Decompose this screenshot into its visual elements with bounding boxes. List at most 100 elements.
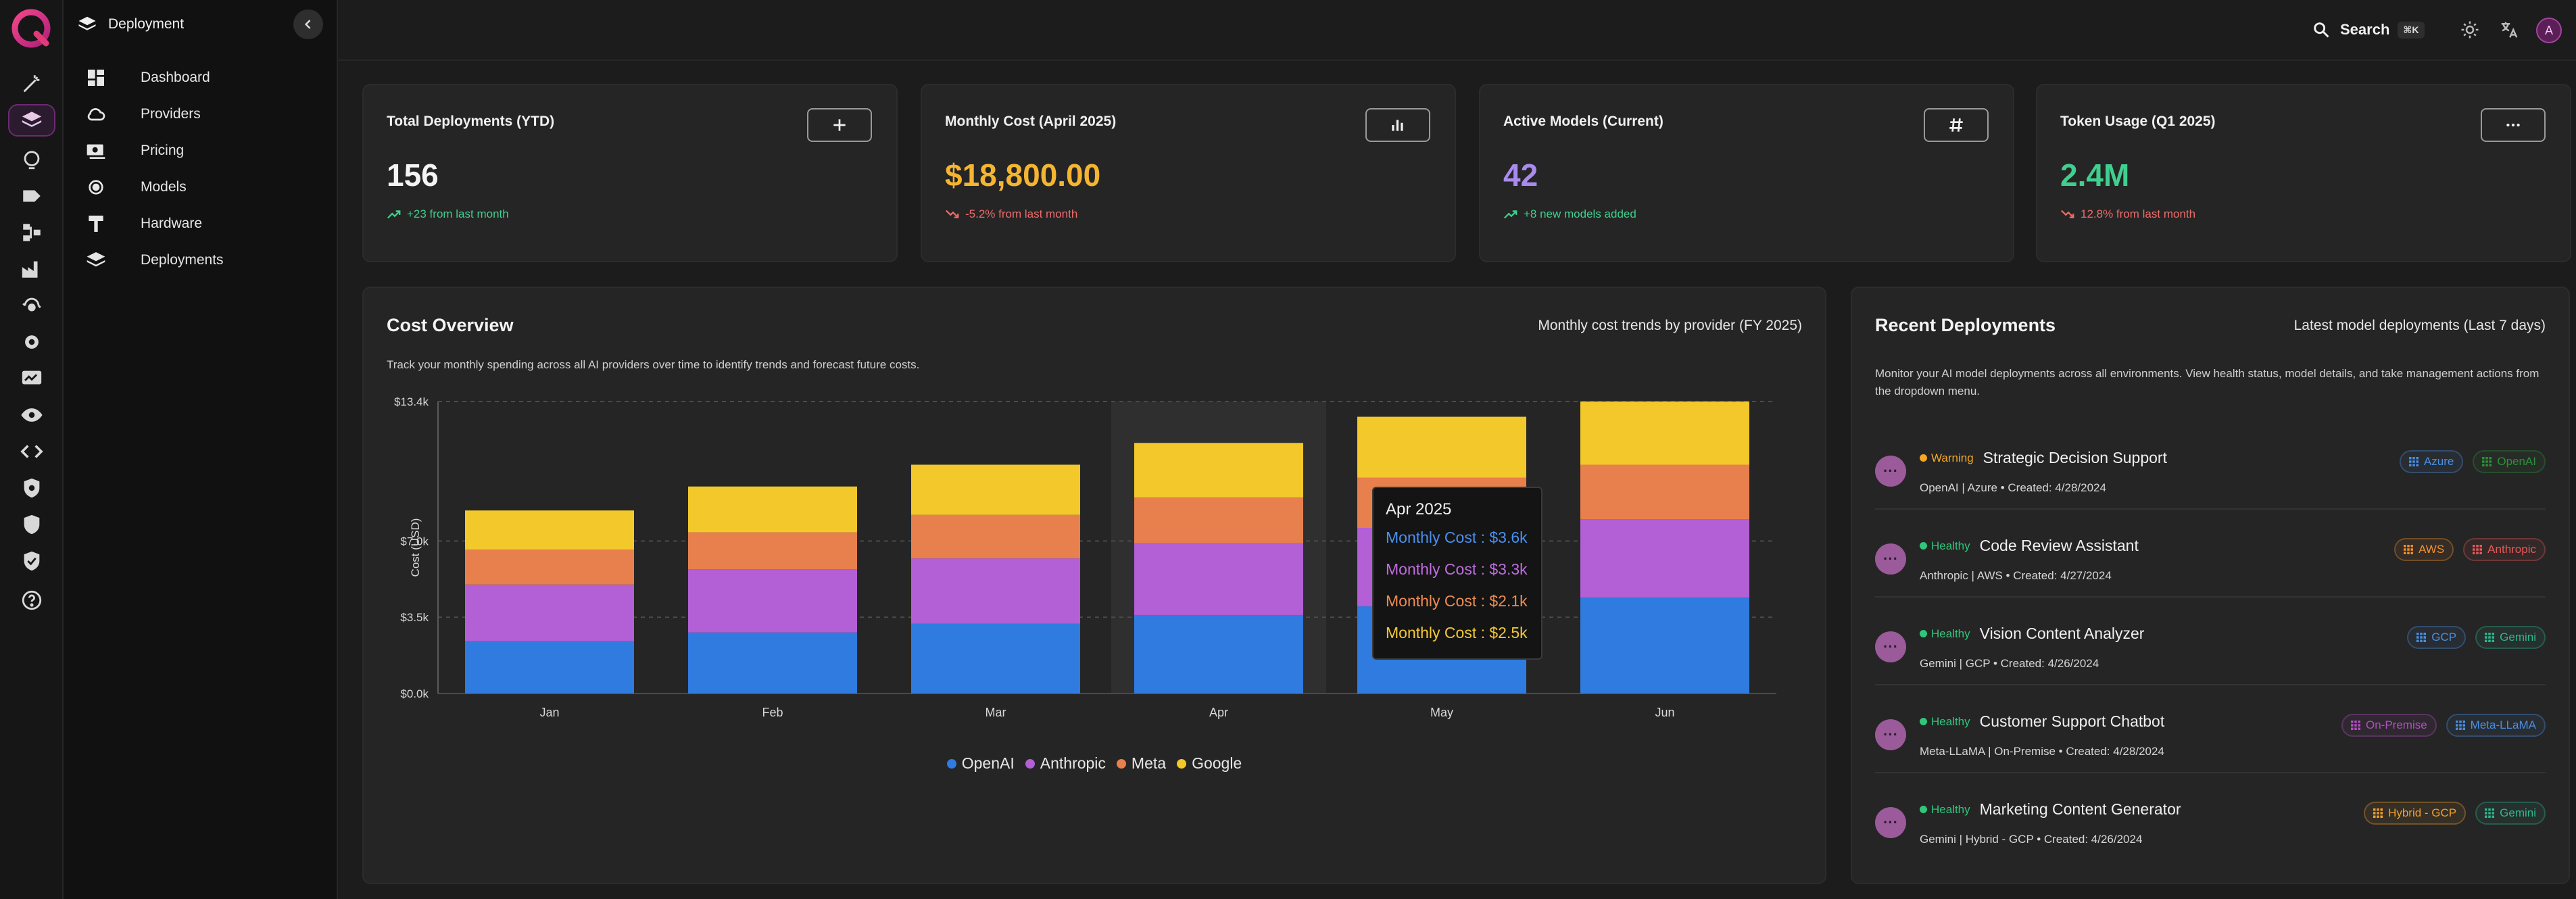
actions-menu-button[interactable]: ··· <box>1875 807 1906 838</box>
stat-value: 156 <box>387 157 439 193</box>
cost-chart-button[interactable] <box>1365 108 1430 142</box>
legend-item-anthropic[interactable]: Anthropic <box>1025 754 1106 773</box>
deployment-row[interactable]: ··· Healthy Marketing Content Generator Gem… <box>1875 773 2546 861</box>
bar-openai-apr <box>1134 614 1303 694</box>
actions-menu-button[interactable]: ··· <box>1875 543 1906 575</box>
legend-dot <box>1177 758 1187 769</box>
deployment-tags: On-Premise Meta-LLaMA <box>2332 714 2546 737</box>
trend-down-icon <box>946 210 959 218</box>
token-more-button[interactable] <box>2481 108 2546 142</box>
stat-change-text: -5.2% from last month <box>965 208 1078 220</box>
search-button[interactable]: Search ⌘K <box>2312 16 2425 43</box>
y-tick-label: $0.0k <box>400 687 429 700</box>
search-icon <box>2314 22 2329 38</box>
bar-google-mar <box>911 464 1080 515</box>
more-icon <box>2506 123 2520 127</box>
actions-menu-button[interactable]: ··· <box>1875 456 1906 487</box>
grid-icon <box>2485 808 2495 818</box>
deployment-title-line: Healthy Marketing Content Generator <box>1920 800 2181 819</box>
deployment-row[interactable]: ··· Healthy Customer Support Chatbot Meta-L… <box>1875 685 2546 773</box>
legend-dot <box>1025 758 1035 769</box>
shield-gear-icon[interactable] <box>18 475 45 502</box>
sidebar-header: Deployment <box>77 7 323 42</box>
stat-card-active-models: Active Models (Current) 42 +8 new models… <box>1479 84 2014 262</box>
status-badge: Warning <box>1931 451 1974 464</box>
models-icon[interactable] <box>18 292 45 319</box>
tag-label: Hybrid - GCP <box>2388 806 2457 819</box>
deployment-row[interactable]: ··· Warning Strategic Decision Support Open… <box>1875 422 2546 510</box>
app-logo-icon[interactable] <box>9 7 53 50</box>
chart-legend: OpenAI Anthropic Meta Google <box>364 754 1825 773</box>
tag-icon[interactable] <box>18 183 45 210</box>
more-icon: ··· <box>1883 550 1898 567</box>
sidebar-item-hardware[interactable]: Hardware <box>84 208 314 239</box>
stat-label: Token Usage (Q1 2025) <box>2060 114 2216 129</box>
gear-icon[interactable] <box>18 329 45 356</box>
more-icon: ··· <box>1883 638 1898 655</box>
bar-google-apr <box>1134 443 1303 497</box>
legend-dot <box>1116 758 1126 769</box>
models-hash-button[interactable] <box>1924 108 1989 142</box>
more-icon: ··· <box>1883 462 1898 479</box>
deployment-tag: AWS <box>2394 538 2454 561</box>
tag-label: Gemini <box>2500 806 2536 819</box>
deployment-tag: Gemini <box>2475 802 2546 825</box>
sidebar-item-providers[interactable]: Providers <box>84 99 314 130</box>
add-deployment-button[interactable] <box>807 108 872 142</box>
search-shortcut: ⌘K <box>2398 21 2425 39</box>
deployment-tag: Hybrid - GCP <box>2364 802 2466 825</box>
cost-overview-panel: $0.0k $3.5k $7.0k $13.4k Cost (USD) Jan Feb Mar… <box>362 287 1826 884</box>
bar-meta-mar <box>911 514 1080 559</box>
x-tick-label: Mar <box>986 706 1006 719</box>
x-tick-label: May <box>1430 706 1453 719</box>
legend-item-meta[interactable]: Meta <box>1116 754 1166 773</box>
cost-chart[interactable]: $0.0k $3.5k $7.0k $13.4k Cost (USD) Jan Feb Mar… <box>364 288 1828 885</box>
actions-menu-button[interactable]: ··· <box>1875 719 1906 750</box>
recent-subtitle: Latest model deployments (Last 7 days) <box>2293 318 2546 333</box>
magic-wand-icon[interactable] <box>18 70 45 97</box>
sidebar-item-pricing[interactable]: Pricing <box>84 135 314 166</box>
legend-item-google[interactable]: Google <box>1177 754 1242 773</box>
bar-google-feb <box>688 486 857 533</box>
sidebar-item-dashboard[interactable]: Dashboard <box>84 62 314 93</box>
shield-check-icon[interactable] <box>18 548 45 575</box>
hierarchy-icon[interactable] <box>18 219 45 246</box>
sidebar-item-deployments[interactable]: Deployments <box>84 245 314 276</box>
code-icon[interactable] <box>18 438 45 465</box>
stat-label: Total Deployments (YTD) <box>387 114 555 129</box>
stat-card-monthly-cost: Monthly Cost (April 2025) $18,800.00 -5.… <box>921 84 1456 262</box>
deployment-row[interactable]: ··· Healthy Code Review Assistant Anthropic… <box>1875 510 2546 598</box>
monitor-icon[interactable] <box>18 365 45 392</box>
actions-menu-button[interactable]: ··· <box>1875 631 1906 662</box>
y-tick-label: $7.0k <box>400 535 429 548</box>
grid-icon <box>2373 808 2383 818</box>
deployment-meta: OpenAI | Azure • Created: 4/28/2024 <box>1920 481 2106 494</box>
factory-icon[interactable] <box>18 256 45 283</box>
layers-icon[interactable] <box>8 104 55 137</box>
deployment-meta: Gemini | Hybrid - GCP • Created: 4/26/20… <box>1920 833 2143 846</box>
bar-meta-feb <box>688 532 857 570</box>
bar-meta-jan <box>465 550 634 585</box>
shield-icon[interactable] <box>18 511 45 538</box>
translate-icon[interactable] <box>2496 16 2523 43</box>
deployment-tag: Azure <box>2399 450 2464 473</box>
collapse-sidebar-button[interactable] <box>293 9 323 39</box>
bar-anthropic-jan <box>465 584 634 641</box>
lightbulb-icon[interactable] <box>18 146 45 173</box>
help-icon[interactable] <box>18 587 45 614</box>
eye-icon[interactable] <box>18 402 45 429</box>
deployment-tag: On-Premise <box>2341 714 2437 737</box>
more-icon: ··· <box>1883 814 1898 831</box>
trend-down-icon <box>2061 210 2074 218</box>
theme-toggle-icon[interactable] <box>2456 16 2483 43</box>
plus-icon <box>833 119 846 131</box>
deployment-row[interactable]: ··· Healthy Vision Content Analyzer Gemini … <box>1875 598 2546 685</box>
grid-icon <box>2455 721 2465 730</box>
sidebar-title: Deployment <box>108 16 185 32</box>
legend-item-openai[interactable]: OpenAI <box>946 754 1015 773</box>
deployment-name: Marketing Content Generator <box>1979 800 2181 818</box>
sidebar-item-models[interactable]: Models <box>84 172 314 203</box>
bar-google-jun <box>1580 402 1749 465</box>
user-avatar[interactable]: A <box>2536 18 2562 43</box>
cost-overview-subtitle: Monthly cost trends by provider (FY 2025… <box>1538 318 1802 333</box>
